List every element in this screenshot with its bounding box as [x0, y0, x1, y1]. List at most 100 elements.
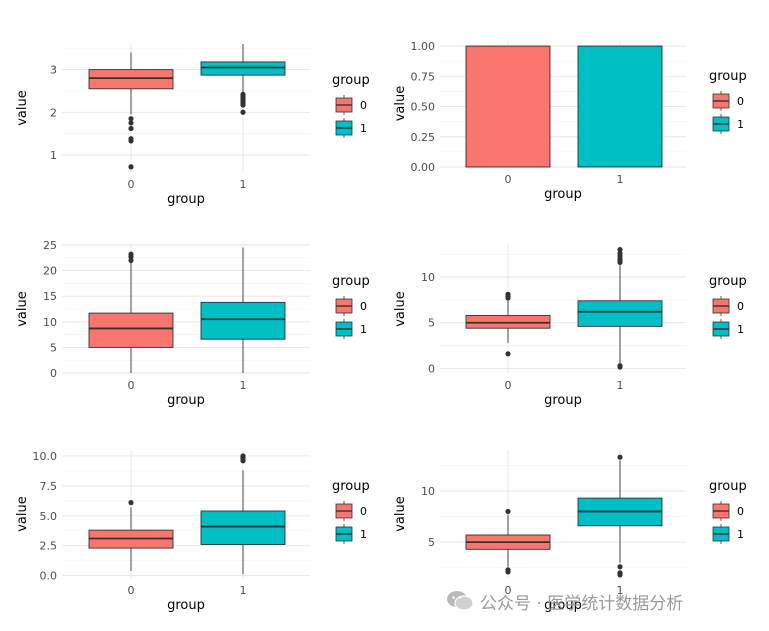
x-tick-label: 0 [505, 173, 512, 186]
watermark: 公众号 · 医学统计数据分析 [446, 588, 683, 614]
legend-key-0: 0 [712, 91, 744, 111]
legend-label: 0 [360, 505, 367, 518]
outlier-point [128, 138, 134, 144]
legend-key-1: 1 [335, 319, 367, 339]
legend-label: 1 [737, 118, 744, 131]
legend-key-1: 1 [335, 524, 367, 544]
legend-label: 1 [360, 122, 367, 135]
legend-label: 1 [360, 528, 367, 541]
legend-label: 0 [737, 95, 744, 108]
box-group-1 [577, 300, 663, 327]
outlier-point [240, 102, 246, 108]
chart-panel-4: 0 5 10 0 1 group value group 0 1 [393, 245, 747, 408]
bar-group-1 [577, 45, 663, 168]
outlier-point [617, 364, 623, 370]
y-tick-label: 0.50 [411, 101, 436, 114]
legend-title: group [709, 274, 747, 289]
y-tick-label: 1 [50, 149, 57, 162]
box-group-0 [88, 312, 174, 348]
y-tick-label: 7.5 [40, 480, 58, 493]
x-tick-label: 0 [505, 379, 512, 392]
outlier-point [128, 164, 134, 170]
legend-key-1: 1 [712, 319, 744, 339]
legend-label: 0 [360, 99, 367, 112]
y-tick-label: 2 [50, 106, 57, 119]
y-tick-label: 1.00 [411, 40, 436, 53]
x-tick-label: 1 [617, 379, 624, 392]
y-tick-label: 25 [43, 239, 57, 252]
box-group-0 [465, 314, 551, 329]
legend-title: group [332, 73, 370, 88]
legend-label: 0 [737, 505, 744, 518]
legend-title: group [709, 479, 747, 494]
outlier-point [128, 116, 134, 122]
outlier-point [505, 508, 511, 515]
x-tick-label: 0 [128, 379, 135, 392]
x-tick-label: 0 [505, 584, 512, 597]
legend-label: 1 [360, 323, 367, 336]
watermark-text: 公众号 · 医学统计数据分析 [480, 593, 684, 614]
y-tick-label: 10 [421, 271, 435, 284]
y-tick-label: 0.0 [40, 570, 58, 583]
legend-title: group [332, 274, 370, 289]
legend-label: 1 [737, 528, 744, 541]
y-tick-label: 0.00 [411, 161, 436, 174]
legend-key-1: 1 [712, 114, 744, 134]
legend-title: group [709, 69, 747, 84]
x-tick-label: 1 [240, 178, 247, 191]
y-axis-title: value [15, 291, 30, 327]
outlier-point [128, 251, 134, 257]
y-tick-label: 0 [428, 362, 435, 375]
x-axis-title: group [544, 598, 582, 613]
outlier-point [617, 564, 623, 570]
box-group-1 [200, 61, 286, 76]
x-axis-title: group [167, 393, 205, 408]
outlier-point [128, 500, 134, 506]
y-axis-title: value [393, 86, 408, 122]
wechat-icon [447, 591, 474, 611]
y-tick-label: 5 [428, 536, 435, 549]
chart-panel-1: 1 2 3 0 1 group value group 0 1 [15, 44, 370, 207]
x-tick-label: 1 [240, 584, 247, 597]
outlier-point [240, 453, 246, 459]
outlier-point [617, 250, 623, 256]
legend-key-0: 0 [712, 501, 744, 521]
legend-label: 0 [360, 300, 367, 313]
outlier-point [128, 257, 134, 263]
y-tick-label: 10 [43, 316, 57, 329]
box-group-0 [88, 69, 174, 90]
outlier-point [617, 454, 623, 460]
legend-label: 0 [737, 300, 744, 313]
x-axis-title: group [167, 192, 205, 207]
legend-key-0: 0 [712, 296, 744, 316]
y-tick-label: 2.5 [40, 540, 58, 553]
y-tick-label: 5.0 [40, 510, 58, 523]
y-tick-label: 0.75 [411, 70, 436, 83]
y-tick-label: 5 [50, 341, 57, 354]
outlier-point [505, 569, 511, 575]
y-tick-label: 0.25 [411, 131, 436, 144]
outlier-point [505, 291, 511, 297]
box-group-1 [200, 510, 286, 545]
chart-panel-6: 5 10 0 1 group value group 0 1 [393, 450, 747, 613]
x-tick-label: 0 [128, 584, 135, 597]
legend-key-0: 0 [335, 296, 367, 316]
y-axis-title: value [393, 496, 408, 532]
outlier-point [617, 246, 623, 253]
bar-group-0 [465, 45, 551, 168]
outlier-point [505, 351, 511, 357]
legend-label: 1 [737, 323, 744, 336]
chart-panel-3: 0 5 10 15 20 25 0 1 group value group 0 1 [15, 239, 370, 408]
legend-key-0: 0 [335, 95, 367, 115]
y-axis-title: value [15, 496, 30, 532]
y-axis-title: value [393, 291, 408, 327]
outlier-point [617, 572, 623, 578]
y-tick-label: 3 [50, 64, 57, 77]
legend-key-1: 1 [712, 524, 744, 544]
outlier-point [128, 125, 134, 132]
x-tick-label: 1 [617, 173, 624, 186]
y-axis-title: value [15, 90, 30, 126]
legend-key-1: 1 [335, 118, 367, 138]
legend-title: group [332, 479, 370, 494]
